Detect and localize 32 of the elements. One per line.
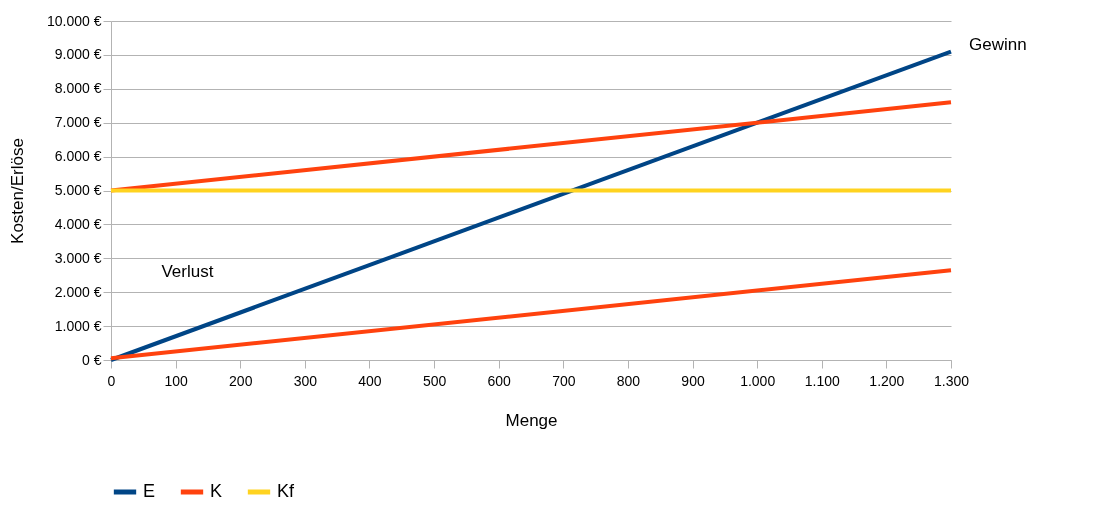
y-axis-title: Kosten/Erlöse [8, 138, 27, 244]
x-tick-label: 1.200 [869, 372, 905, 389]
y-tick-label: 4.000 € [54, 215, 102, 232]
legend-label: Kf [277, 481, 296, 501]
x-tick-label: 100 [164, 372, 189, 389]
legend-label: E [143, 481, 156, 501]
x-tick-label: 500 [422, 372, 447, 389]
y-tick-label: 0 € [82, 351, 102, 368]
x-tick-label: 0 [107, 372, 116, 389]
y-tick-label: 8.000 € [54, 80, 102, 97]
y-tick-label: 3.000 € [54, 249, 102, 266]
x-tick-label: 200 [229, 372, 253, 389]
y-tick-label: 7.000 € [54, 114, 102, 131]
y-tick-label: 9.000 € [54, 46, 102, 63]
y-tick-label: 10.000 € [47, 12, 102, 29]
y-tick-label: 1.000 € [54, 317, 102, 334]
y-tick-label: 2.000 € [54, 283, 102, 300]
x-tick-label: 400 [358, 372, 382, 389]
y-tick-label: 6.000 € [54, 148, 102, 165]
annotation: Verlust [161, 261, 214, 281]
x-tick-label: 800 [616, 372, 641, 389]
x-tick-label: 1.300 [933, 372, 970, 389]
x-tick-label: 1.000 [740, 372, 776, 389]
x-tick-label: 300 [293, 372, 318, 389]
x-tick-label: 700 [552, 372, 576, 389]
x-tick-label: 900 [681, 372, 705, 389]
text: Gewinn [969, 35, 1027, 54]
y-tick-label: 5.000 € [54, 182, 102, 198]
legend-label: K [210, 481, 223, 501]
x-axis-title: Menge [505, 410, 558, 430]
x-tick-label: 1.100 [804, 372, 840, 389]
x-tick-label: 600 [487, 372, 512, 389]
